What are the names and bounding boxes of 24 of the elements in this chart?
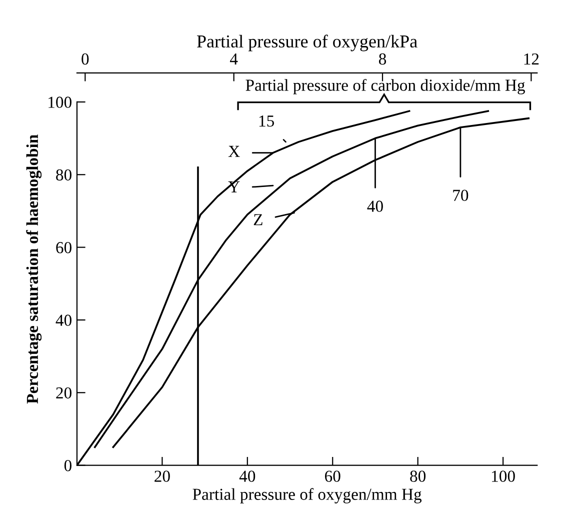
y-tick-label: 100 bbox=[48, 96, 72, 108]
x2-axis-title: Partial pressure of oxygen/kPa bbox=[197, 34, 418, 52]
annotation: X bbox=[228, 146, 240, 157]
y-tick-label: 60 bbox=[56, 242, 72, 254]
y-tick-label: 40 bbox=[56, 314, 72, 326]
x-tick-label: 80 bbox=[410, 470, 426, 482]
x-tick-label: 100 bbox=[492, 470, 515, 482]
annotation: Z bbox=[254, 214, 262, 226]
x-tick-label: 60 bbox=[325, 470, 340, 482]
annotation: 40 bbox=[367, 200, 383, 212]
x2-tick-label: 4 bbox=[230, 54, 238, 64]
annotation: 15 bbox=[259, 115, 274, 127]
y-axis-title: Percentage saturation of haemoglobin bbox=[26, 134, 42, 404]
y-tick-label: 80 bbox=[56, 169, 72, 181]
x2-tick-label: 8 bbox=[378, 53, 386, 65]
y-tick-label: 0 bbox=[64, 460, 72, 472]
x-tick-label: 20 bbox=[154, 470, 170, 482]
annotation: Partial pressure of carbon dioxide/mm Hg bbox=[246, 78, 525, 94]
y-tick-label: 20 bbox=[56, 387, 72, 399]
x-tick-label: 40 bbox=[239, 470, 256, 482]
x2-tick-label: 0 bbox=[82, 53, 89, 65]
x2-tick-label: 12 bbox=[524, 53, 539, 64]
annotation: 70 bbox=[453, 190, 468, 202]
x-axis-title: Partial pressure of oxygen/mm Hg bbox=[192, 488, 422, 504]
